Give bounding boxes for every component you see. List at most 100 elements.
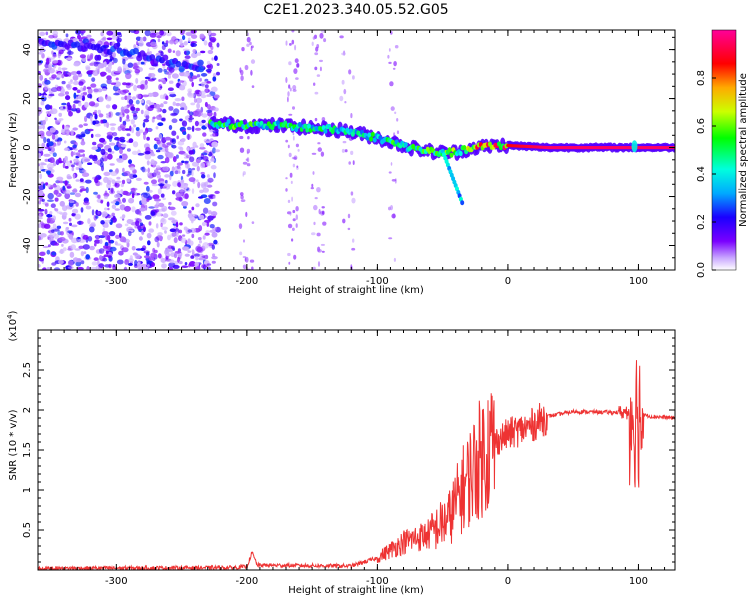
noise-speckle xyxy=(135,99,140,105)
noise-speckle xyxy=(78,220,82,225)
noise-speckle xyxy=(151,91,159,98)
ridge-core xyxy=(226,118,231,124)
noise-speckle xyxy=(103,123,107,127)
noise-speckle xyxy=(78,39,83,42)
noise-speckle xyxy=(146,260,152,264)
noise-streak xyxy=(347,227,351,231)
noise-speckle xyxy=(64,91,69,95)
noise-speckle xyxy=(126,114,130,120)
noise-speckle xyxy=(196,265,200,270)
noise-speckle xyxy=(107,255,112,259)
noise-speckle xyxy=(128,92,131,96)
noise-speckle xyxy=(200,50,206,54)
noise-speckle xyxy=(191,161,200,167)
noise-speckle xyxy=(206,263,212,266)
noise-speckle xyxy=(106,37,113,41)
noise-speckle xyxy=(76,109,81,113)
noise-speckle xyxy=(196,102,201,109)
noise-streak xyxy=(245,256,249,263)
noise-speckle xyxy=(49,157,55,164)
noise-speckle xyxy=(197,59,204,66)
noise-speckle xyxy=(213,107,219,112)
noise-speckle xyxy=(179,222,183,226)
noise-streak xyxy=(344,101,347,104)
noise-streak xyxy=(294,58,299,64)
noise-speckle xyxy=(202,207,209,214)
noise-speckle xyxy=(156,165,161,169)
noise-speckle xyxy=(214,149,221,153)
noise-speckle xyxy=(87,93,92,99)
noise-speckle xyxy=(182,35,186,41)
noise-streak xyxy=(323,38,327,43)
noise-speckle xyxy=(56,72,63,79)
noise-speckle xyxy=(82,172,90,177)
noise-speckle xyxy=(162,143,166,148)
noise-speckle xyxy=(125,72,132,80)
noise-streak xyxy=(393,61,397,67)
noise-speckle xyxy=(119,216,125,219)
noise-speckle xyxy=(148,206,155,209)
noise-speckle xyxy=(83,201,90,206)
noise-speckle xyxy=(110,171,118,177)
noise-speckle xyxy=(86,86,92,90)
noise-speckle xyxy=(101,37,106,41)
noise-speckle xyxy=(124,205,131,212)
noise-speckle xyxy=(195,179,199,183)
noise-streak xyxy=(288,261,291,265)
noise-streak xyxy=(348,69,352,75)
noise-speckle xyxy=(77,149,85,153)
noise-speckle xyxy=(80,30,86,34)
noise-speckle xyxy=(146,160,150,166)
noise-speckle xyxy=(52,215,56,221)
noise-speckle xyxy=(38,216,43,220)
noise-speckle xyxy=(161,41,165,45)
noise-speckle xyxy=(42,245,49,249)
noise-streak xyxy=(321,206,325,209)
noise-speckle xyxy=(172,50,176,53)
noise-speckle xyxy=(51,251,57,256)
noise-speckle xyxy=(149,129,152,132)
noise-speckle xyxy=(132,169,137,174)
noise-speckle xyxy=(196,165,200,172)
noise-streak xyxy=(314,66,318,71)
noise-speckle xyxy=(109,58,113,62)
noise-speckle xyxy=(70,244,76,250)
noise-speckle xyxy=(124,259,130,265)
noise-streak xyxy=(242,161,248,165)
noise-speckle xyxy=(138,40,144,47)
noise-speckle xyxy=(190,30,197,34)
noise-speckle xyxy=(130,119,135,125)
noise-speckle xyxy=(133,124,137,128)
noise-speckle xyxy=(111,179,116,185)
ridge-core xyxy=(265,125,269,131)
noise-speckle xyxy=(97,211,100,215)
noise-speckle xyxy=(47,199,54,202)
noise-speckle xyxy=(204,140,211,144)
noise-speckle xyxy=(47,244,51,248)
noise-speckle xyxy=(106,122,109,128)
noise-speckle xyxy=(166,253,172,257)
noise-speckle xyxy=(122,82,127,86)
noise-speckle xyxy=(195,110,203,117)
noise-speckle xyxy=(79,185,85,189)
noise-speckle xyxy=(191,170,194,177)
noise-streak xyxy=(250,59,256,64)
noise-speckle xyxy=(192,49,197,54)
noise-speckle xyxy=(189,156,195,163)
noise-speckle xyxy=(164,174,170,178)
noise-streak xyxy=(390,205,393,211)
noise-speckle xyxy=(125,118,131,122)
noise-speckle xyxy=(142,36,147,42)
noise-speckle xyxy=(191,249,195,253)
noise-speckle xyxy=(140,61,145,65)
x-tick-label: -200 xyxy=(236,576,259,587)
noise-speckle xyxy=(172,101,176,106)
noise-streak xyxy=(287,199,291,203)
noise-streak xyxy=(390,162,393,166)
noise-streak xyxy=(396,118,399,122)
noise-speckle xyxy=(138,236,143,241)
noise-speckle xyxy=(207,177,214,183)
noise-streak xyxy=(245,211,248,218)
noise-streak xyxy=(292,106,295,110)
